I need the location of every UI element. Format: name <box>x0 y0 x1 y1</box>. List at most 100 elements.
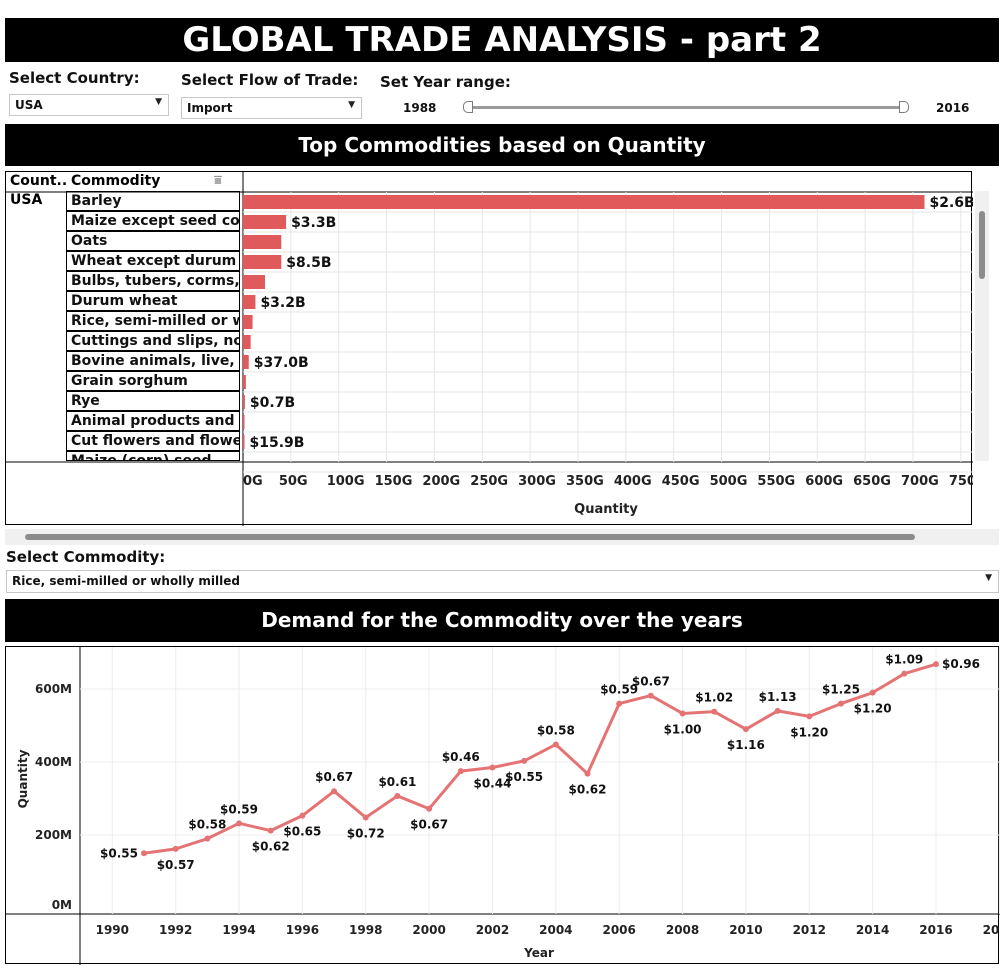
vertical-scrollbar-thumb[interactable] <box>979 211 985 279</box>
data-point <box>711 708 718 715</box>
data-point <box>141 850 147 857</box>
x-axis-title: Quantity <box>574 502 638 517</box>
x-tick-label: 2004 <box>539 923 572 937</box>
commodity-row-label[interactable]: Grain sorghum <box>66 371 240 391</box>
data-point <box>584 770 591 777</box>
year-slider-track[interactable] <box>467 106 905 109</box>
data-point <box>489 764 496 771</box>
point-data-label: $1.13 <box>759 690 797 704</box>
point-data-label: $0.57 <box>157 858 195 872</box>
bar <box>243 375 246 389</box>
flow-dropdown[interactable]: Import ▼ <box>181 97 362 119</box>
commodity-row-label[interactable]: Bulbs, tubers, corms, c.. <box>66 271 240 291</box>
bar <box>243 355 249 369</box>
point-data-label: $0.58 <box>188 818 226 832</box>
x-tick-label: 1994 <box>222 923 255 937</box>
data-point <box>933 661 939 668</box>
commodity-row-label[interactable]: Bovine animals, live, e.. <box>66 351 240 371</box>
x-axis-title: Year <box>523 946 554 960</box>
data-point <box>552 741 559 748</box>
data-point <box>394 792 401 799</box>
top-commodities-plot: 0G 50G 100G 150G 200G 250G 300G 350G 400G 450G 500… <box>6 172 973 526</box>
data-point <box>299 812 306 819</box>
commodity-row-label[interactable]: Maize (corn) seed <box>66 451 240 461</box>
commodity-select-label: Select Commodity: <box>6 548 166 566</box>
commodity-row-label[interactable]: Barley <box>66 191 240 211</box>
x-tick-label: 650G <box>853 474 891 489</box>
country-dropdown[interactable]: USA ▼ <box>9 94 169 116</box>
point-data-label: $1.09 <box>885 653 923 667</box>
bar-data-label: $3.3B <box>291 215 336 231</box>
commodity-row-label[interactable]: Wheat except durum .. <box>66 251 240 271</box>
point-data-label: $0.59 <box>600 683 638 697</box>
bar <box>243 415 245 429</box>
point-data-label: $0.67 <box>632 675 670 689</box>
x-tick-label: 700G <box>901 474 939 489</box>
flow-label: Select Flow of Trade: <box>181 71 359 89</box>
point-data-label: $1.02 <box>695 691 733 705</box>
chevron-down-icon: ▼ <box>985 573 992 583</box>
demand-chart-title: Demand for the Commodity over the years <box>5 599 999 642</box>
data-point <box>267 827 274 834</box>
commodity-row-label[interactable]: Oats <box>66 231 240 251</box>
point-data-label: $0.72 <box>347 826 385 840</box>
x-tick-label: 2016 <box>919 923 952 937</box>
sort-icon[interactable]: ⩸ <box>214 173 222 188</box>
country-cell: USA <box>10 192 43 208</box>
x-tick-label: 2018 <box>983 923 1000 937</box>
x-tick-label: 0G <box>243 474 263 489</box>
x-tick-label: 1998 <box>349 923 382 937</box>
commodity-row-label[interactable]: Maize except seed corn <box>66 211 240 231</box>
horizontal-scrollbar-thumb[interactable] <box>25 534 915 540</box>
year-slider-max-handle[interactable] <box>899 101 909 113</box>
data-point <box>647 692 654 699</box>
vertical-scrollbar[interactable] <box>975 191 989 461</box>
point-data-label: $0.55 <box>505 770 543 784</box>
y-tick-label: 400M <box>35 755 72 769</box>
top-commodities-title: Top Commodities based on Quantity <box>5 124 999 166</box>
bar <box>243 395 245 409</box>
data-point <box>774 707 781 714</box>
bar-data-label: $15.9B <box>250 435 305 451</box>
bar-data-label: $2.6B <box>929 195 973 211</box>
x-tick-label: 2010 <box>729 923 762 937</box>
bar <box>243 335 251 349</box>
point-data-label: $1.25 <box>822 683 860 697</box>
demand-plot: 1990 1992 1994 1996 1998 2000 2002 2004 2006 2008… <box>6 647 1000 965</box>
data-point <box>742 726 749 733</box>
point-data-label: $0.62 <box>569 783 607 797</box>
commodity-row-label[interactable]: Cuttings and slips, not .. <box>66 331 240 351</box>
commodity-dropdown[interactable]: Rice, semi-milled or wholly milled ▼ <box>6 570 999 593</box>
chevron-down-icon: ▼ <box>155 97 162 107</box>
x-tick-label: 150G <box>375 474 413 489</box>
commodity-row-label[interactable]: Rice, semi-milled or w.. <box>66 311 240 331</box>
country-column-header[interactable]: Count.. <box>10 173 68 189</box>
bar-data-label: $37.0B <box>254 355 309 371</box>
data-point <box>236 820 243 827</box>
x-tick-label: 550G <box>757 474 795 489</box>
bar <box>243 275 266 289</box>
bar-data-label: $0.7B <box>250 395 295 411</box>
commodity-column-header[interactable]: Commodity <box>71 173 161 189</box>
data-point <box>172 845 179 852</box>
point-data-label: $1.20 <box>790 725 828 739</box>
point-data-label: $1.20 <box>854 702 892 716</box>
data-point <box>806 713 813 720</box>
chevron-down-icon: ▼ <box>348 100 355 110</box>
data-point <box>616 700 623 707</box>
x-tick-label: 2008 <box>666 923 699 937</box>
bar-data-label: $3.2B <box>260 295 305 311</box>
commodity-row-label[interactable]: Cut flowers and flower.. <box>66 431 240 451</box>
year-slider-min-handle[interactable] <box>463 101 473 113</box>
x-tick-label: 2000 <box>412 923 445 937</box>
data-point <box>837 700 844 707</box>
commodity-row-label[interactable]: Rye <box>66 391 240 411</box>
data-point <box>679 710 686 717</box>
point-data-label: $0.58 <box>537 723 575 737</box>
commodity-row-label[interactable]: Animal products and d.. <box>66 411 240 431</box>
point-data-label: $0.59 <box>220 802 258 816</box>
bar <box>243 295 256 309</box>
commodity-row-label[interactable]: Durum wheat <box>66 291 240 311</box>
point-data-label: $0.62 <box>252 840 290 854</box>
flow-value: Import <box>187 101 233 115</box>
